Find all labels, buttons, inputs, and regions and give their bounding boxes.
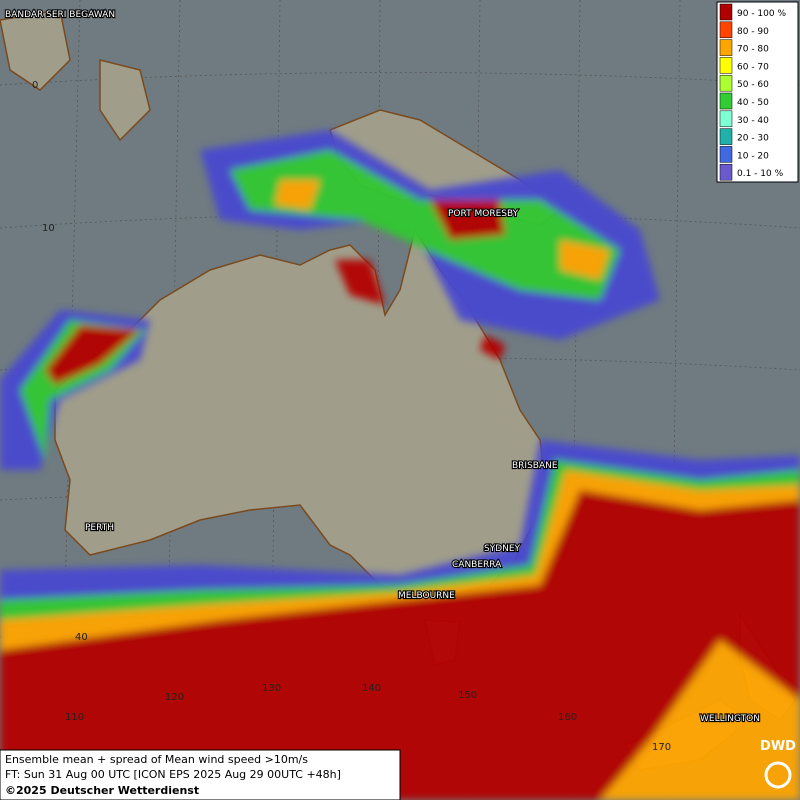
legend-label: 50 - 60 (737, 80, 769, 90)
legend-swatch (719, 57, 733, 74)
legend-label: 70 - 80 (737, 45, 769, 55)
city-label: SYDNEY (484, 544, 521, 554)
graticule-label: 170 (652, 742, 671, 753)
city-label: BANDAR SERI BEGAWAN (5, 10, 115, 20)
graticule-label: 160 (558, 712, 577, 723)
legend-label: 0.1 - 10 % (737, 169, 784, 179)
legend-swatch (719, 39, 733, 56)
graticule-label: 0 (32, 80, 38, 91)
wind-probability (0, 130, 800, 800)
city-label: WELLINGTON (700, 714, 760, 724)
legend-swatch (719, 128, 733, 145)
city-label: BRISBANE (512, 461, 558, 471)
footer-line: FT: Sun 31 Aug 00 UTC [ICON EPS 2025 Aug… (5, 768, 341, 781)
graticule-label: 40 (75, 632, 88, 643)
legend-label: 20 - 30 (737, 134, 769, 144)
legend-label: 30 - 40 (737, 116, 769, 126)
logo: DWD (760, 739, 796, 754)
legend-swatch (719, 3, 733, 21)
legend-swatch (719, 110, 733, 128)
city-label: MELBOURNE (398, 591, 455, 601)
legend-swatch (719, 74, 733, 92)
legend-label: 90 - 100 % (737, 9, 786, 19)
graticule-label: 130 (262, 683, 281, 694)
graticule-label: 120 (165, 692, 184, 703)
legend-swatch (719, 163, 733, 181)
logo-icon (764, 761, 792, 789)
legend-swatch (719, 92, 733, 110)
legend-label: 60 - 70 (737, 62, 769, 72)
graticule-label: 140 (362, 683, 381, 694)
graticule-label: 150 (458, 690, 477, 701)
legend-label: 10 - 20 (737, 151, 769, 161)
legend: 90 - 100 % 80 - 90 70 - 80 60 - 70 50 - 60 40… (716, 1, 799, 183)
graticule-label: 110 (65, 712, 84, 723)
footer: Ensemble mean + spread of Mean wind spee… (0, 749, 401, 801)
legend-swatch (719, 146, 733, 163)
city-label: PORT MORESBY (448, 209, 519, 219)
footer-line: Ensemble mean + spread of Mean wind spee… (5, 753, 308, 766)
footer-line: ©2025 Deutscher Wetterdienst (5, 784, 199, 797)
city-label: PERTH (85, 523, 114, 533)
legend-swatch (719, 21, 733, 39)
graticule-label: 10 (42, 223, 55, 234)
legend-label: 40 - 50 (737, 98, 769, 108)
city-label: CANBERRA (452, 560, 502, 570)
legend-label: 80 - 90 (737, 27, 769, 37)
